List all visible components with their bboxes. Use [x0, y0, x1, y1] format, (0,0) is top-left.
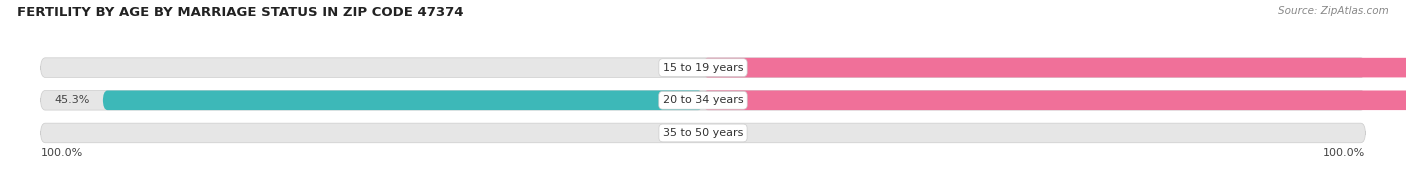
FancyBboxPatch shape [103, 91, 703, 110]
FancyBboxPatch shape [41, 91, 1365, 110]
Text: 100.0%: 100.0% [1323, 148, 1365, 158]
Text: 0.0%: 0.0% [661, 128, 690, 138]
Text: 100.0%: 100.0% [41, 148, 83, 158]
FancyBboxPatch shape [703, 58, 1406, 77]
FancyBboxPatch shape [703, 91, 1406, 110]
Text: 15 to 19 years: 15 to 19 years [662, 63, 744, 73]
Text: FERTILITY BY AGE BY MARRIAGE STATUS IN ZIP CODE 47374: FERTILITY BY AGE BY MARRIAGE STATUS IN Z… [17, 6, 464, 19]
Text: 35 to 50 years: 35 to 50 years [662, 128, 744, 138]
Text: 20 to 34 years: 20 to 34 years [662, 95, 744, 105]
FancyBboxPatch shape [41, 123, 1365, 143]
Text: 0.0%: 0.0% [661, 63, 690, 73]
Text: 45.3%: 45.3% [55, 95, 90, 105]
Text: Source: ZipAtlas.com: Source: ZipAtlas.com [1278, 6, 1389, 16]
Text: 0.0%: 0.0% [716, 128, 745, 138]
FancyBboxPatch shape [41, 58, 1365, 77]
